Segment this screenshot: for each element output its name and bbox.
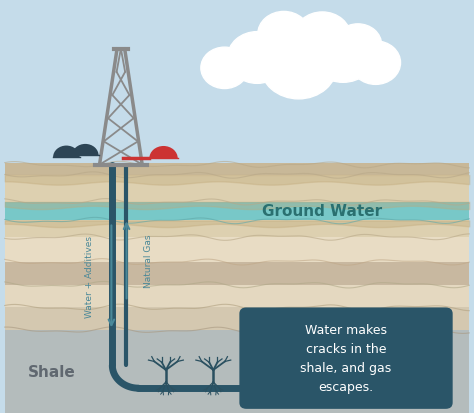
Circle shape bbox=[310, 26, 375, 83]
Circle shape bbox=[294, 13, 351, 62]
Circle shape bbox=[260, 33, 337, 100]
FancyBboxPatch shape bbox=[239, 308, 453, 409]
Bar bbox=[5, 285, 469, 308]
Circle shape bbox=[334, 25, 382, 66]
Bar bbox=[5, 330, 469, 413]
Bar bbox=[5, 163, 469, 176]
Circle shape bbox=[351, 42, 401, 85]
Bar bbox=[5, 262, 469, 285]
Circle shape bbox=[228, 33, 287, 84]
Circle shape bbox=[201, 48, 248, 89]
Bar bbox=[5, 237, 469, 262]
Bar bbox=[5, 176, 469, 202]
Text: Natural Gas: Natural Gas bbox=[144, 233, 153, 287]
Text: Water + Additives: Water + Additives bbox=[85, 236, 94, 318]
Bar bbox=[5, 202, 469, 221]
Wedge shape bbox=[53, 146, 80, 158]
Text: Shale: Shale bbox=[28, 364, 76, 379]
Text: Ground Water: Ground Water bbox=[262, 204, 383, 219]
Wedge shape bbox=[149, 147, 178, 159]
Bar bbox=[5, 221, 469, 237]
Wedge shape bbox=[72, 145, 99, 156]
Text: Water makes
cracks in the
shale, and gas
escapes.: Water makes cracks in the shale, and gas… bbox=[301, 323, 392, 393]
Circle shape bbox=[258, 12, 310, 58]
Bar bbox=[5, 308, 469, 330]
